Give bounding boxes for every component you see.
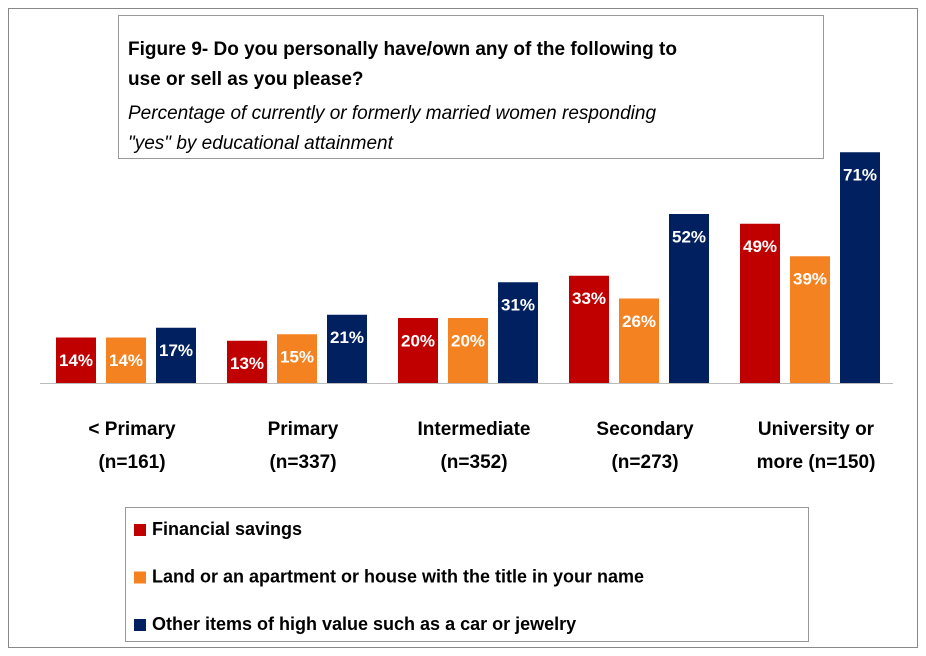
- chart-subtitle: Percentage of currently or formerly marr…: [128, 103, 656, 124]
- bar: [840, 152, 880, 383]
- bar: [448, 318, 488, 383]
- x-tick-label: University or: [758, 419, 875, 440]
- legend-box: [125, 507, 809, 642]
- legend-swatch: [134, 619, 146, 631]
- data-label: 21%: [330, 328, 364, 347]
- title-box: [118, 15, 824, 159]
- data-label: 26%: [622, 312, 656, 331]
- bar: [498, 282, 538, 383]
- data-label: 31%: [501, 296, 535, 315]
- chart-title: use or sell as you please?: [128, 69, 364, 90]
- data-label: 14%: [59, 351, 93, 370]
- x-tick-label: more (n=150): [757, 452, 876, 473]
- x-tick-label: (n=161): [98, 452, 165, 473]
- data-label: 49%: [743, 237, 777, 256]
- bar: [327, 314, 367, 383]
- bar: [156, 327, 196, 383]
- data-label: 17%: [159, 341, 193, 360]
- data-label: 39%: [793, 270, 827, 289]
- data-label: 15%: [280, 348, 314, 367]
- bar: [740, 223, 780, 383]
- data-label: 20%: [451, 331, 485, 350]
- bar: [669, 214, 709, 383]
- data-label: 33%: [572, 289, 606, 308]
- bar: [569, 275, 609, 383]
- x-tick-label: (n=352): [440, 452, 507, 473]
- legend-label: Financial savings: [152, 519, 302, 539]
- data-label: 13%: [230, 354, 264, 373]
- x-tick-label: Primary: [268, 419, 339, 440]
- bar: [619, 298, 659, 383]
- x-tick-label: Intermediate: [418, 419, 531, 440]
- x-tick-label: < Primary: [88, 419, 176, 440]
- data-label: 52%: [672, 227, 706, 246]
- chart-subtitle: "yes" by educational attainment: [128, 133, 394, 154]
- legend-swatch: [134, 571, 146, 584]
- bar: [227, 340, 267, 383]
- x-tick-label: Secondary: [596, 419, 694, 440]
- bar: [56, 337, 96, 383]
- x-tick-label: (n=273): [611, 452, 678, 473]
- data-label: 20%: [401, 331, 435, 350]
- legend-swatch: [134, 524, 146, 536]
- data-label: 71%: [843, 166, 877, 185]
- bar: [277, 334, 317, 383]
- data-label: 14%: [109, 351, 143, 370]
- bar: [790, 256, 830, 383]
- x-tick-label: (n=337): [269, 452, 336, 473]
- legend-label: Land or an apartment or house with the t…: [152, 566, 644, 586]
- bar: [106, 337, 146, 383]
- bar: [398, 318, 438, 383]
- legend-label: Other items of high value such as a car …: [152, 614, 576, 634]
- chart-title: Figure 9- Do you personally have/own any…: [128, 39, 677, 60]
